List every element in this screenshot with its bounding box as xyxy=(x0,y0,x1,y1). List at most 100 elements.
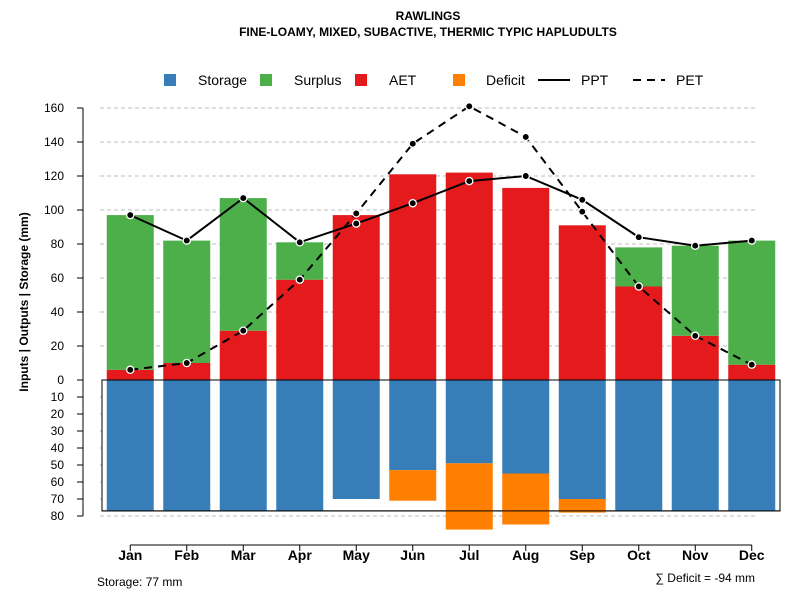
bar-storage-feb xyxy=(163,380,211,511)
legend-label-aet: AET xyxy=(389,72,417,88)
bar-deficit-aug xyxy=(502,473,550,525)
point-pet-feb xyxy=(182,358,191,368)
point-ppt-jan xyxy=(126,210,135,220)
x-tick-label-sep: Sep xyxy=(569,547,595,563)
bar-surplus-nov xyxy=(671,245,719,336)
x-tick-label-aug: Aug xyxy=(512,547,539,563)
bar-storage-dec xyxy=(728,380,776,511)
point-ppt-apr xyxy=(295,238,304,247)
y-tick-label-neg-60: 60 xyxy=(51,475,65,489)
y-tick-label-neg-70: 70 xyxy=(51,492,65,506)
series-lines xyxy=(126,102,757,375)
axes: 0 20 40 60 80 100 120 140 160 10 20 30 40 50 60 70 80 Jan… xyxy=(44,101,781,563)
point-ppt-mar xyxy=(238,193,248,203)
legend-swatch-deficit xyxy=(453,74,465,86)
bar-aet-feb xyxy=(163,363,211,380)
point-pet-sep xyxy=(578,207,587,216)
chart-title: RAWLINGS xyxy=(396,9,461,23)
bar-storage-may xyxy=(332,380,380,499)
bar-aet-nov xyxy=(671,335,719,380)
storage-capacity-outline xyxy=(101,379,781,512)
bar-storage-aug xyxy=(502,380,550,474)
x-tick-label-jul: Jul xyxy=(459,547,479,563)
deficit-footnote: ∑ Deficit = -94 mm xyxy=(655,571,755,585)
point-ppt-nov xyxy=(691,241,700,250)
point-pet-mar xyxy=(238,326,248,335)
legend-label-pet: PET xyxy=(676,72,704,88)
point-ppt-may xyxy=(351,219,361,228)
y-tick-label-0: 0 xyxy=(57,373,64,387)
x-tick-label-oct: Oct xyxy=(627,547,651,563)
storage-footnote: Storage: 77 mm xyxy=(97,575,182,589)
point-ppt-feb xyxy=(182,236,191,245)
bar-deficit-jul xyxy=(445,463,493,530)
bars xyxy=(101,172,781,530)
legend-swatch-surplus xyxy=(260,74,272,86)
bar-surplus-feb xyxy=(163,240,211,363)
x-tick-label-feb: Feb xyxy=(174,547,199,563)
y-tick-label-neg-80: 80 xyxy=(51,509,65,523)
bar-deficit-jun xyxy=(389,470,437,501)
line-pet xyxy=(130,105,753,371)
point-ppt-oct xyxy=(634,232,644,242)
line-ppt xyxy=(129,174,752,247)
x-tick-label-nov: Nov xyxy=(682,547,709,563)
point-ppt-jun xyxy=(408,198,417,208)
y-tick-label-neg-30: 30 xyxy=(51,424,65,438)
bar-storage-nov xyxy=(671,380,719,511)
x-tick-label-may: May xyxy=(343,547,370,563)
bar-aet-mar xyxy=(219,330,267,380)
bar-aet-sep xyxy=(558,225,606,380)
point-pet-jun xyxy=(408,139,417,148)
point-ppt-dec xyxy=(747,236,757,245)
y-tick-label-80: 80 xyxy=(51,237,65,251)
bar-aet-jan xyxy=(106,369,154,380)
point-ppt-jul xyxy=(464,176,474,186)
y-tick-label-neg-40: 40 xyxy=(51,441,65,455)
chart-subtitle: FINE-LOAMY, MIXED, SUBACTIVE, THERMIC TY… xyxy=(239,25,617,39)
legend-label-surplus: Surplus xyxy=(294,72,341,88)
y-tick-label-160: 160 xyxy=(44,101,64,115)
y-tick-label-60: 60 xyxy=(51,271,65,285)
bar-storage-jan xyxy=(106,380,154,511)
legend: Storage Surplus AET Deficit PPT PET xyxy=(164,72,704,88)
point-pet-aug xyxy=(521,132,531,142)
bar-storage-jul xyxy=(445,380,493,464)
point-ppt-sep xyxy=(578,195,587,205)
legend-swatch-storage xyxy=(164,74,176,86)
point-pet-jan xyxy=(126,365,135,375)
y-tick-label-neg-20: 20 xyxy=(51,407,65,421)
x-tick-label-jun: Jun xyxy=(400,547,425,563)
point-pet-dec xyxy=(747,360,757,369)
point-ppt-aug xyxy=(521,171,531,181)
x-tick-label-apr: Apr xyxy=(288,547,313,563)
bar-storage-jun xyxy=(389,380,437,471)
bar-aet-apr xyxy=(276,279,324,380)
bar-aet-jul xyxy=(445,172,493,380)
bar-surplus-apr xyxy=(276,242,324,280)
legend-label-deficit: Deficit xyxy=(486,72,525,88)
legend-swatch-aet xyxy=(355,74,367,86)
y-axis-label: Inputs | Outputs | Storage (mm) xyxy=(17,212,31,391)
bar-surplus-dec xyxy=(728,240,776,365)
bar-deficit-sep xyxy=(558,499,606,513)
x-tick-label-jan: Jan xyxy=(118,547,142,563)
y-tick-label-neg-10: 10 xyxy=(51,390,65,404)
point-pet-jul xyxy=(464,102,474,111)
bar-aet-oct xyxy=(615,286,663,380)
y-tick-label-120: 120 xyxy=(44,169,64,183)
x-tick-label-mar: Mar xyxy=(231,547,256,563)
point-pet-nov xyxy=(691,331,700,341)
bar-storage-apr xyxy=(276,380,324,511)
legend-label-ppt: PPT xyxy=(581,72,609,88)
bar-storage-oct xyxy=(615,380,663,511)
point-pet-apr xyxy=(295,275,304,284)
bar-storage-sep xyxy=(558,380,606,499)
y-tick-label-40: 40 xyxy=(51,305,65,319)
legend-label-storage: Storage xyxy=(198,72,247,88)
y-tick-label-140: 140 xyxy=(44,135,64,149)
y-tick-label-20: 20 xyxy=(51,339,65,353)
point-pet-oct xyxy=(634,282,644,291)
x-tick-label-dec: Dec xyxy=(739,547,765,563)
